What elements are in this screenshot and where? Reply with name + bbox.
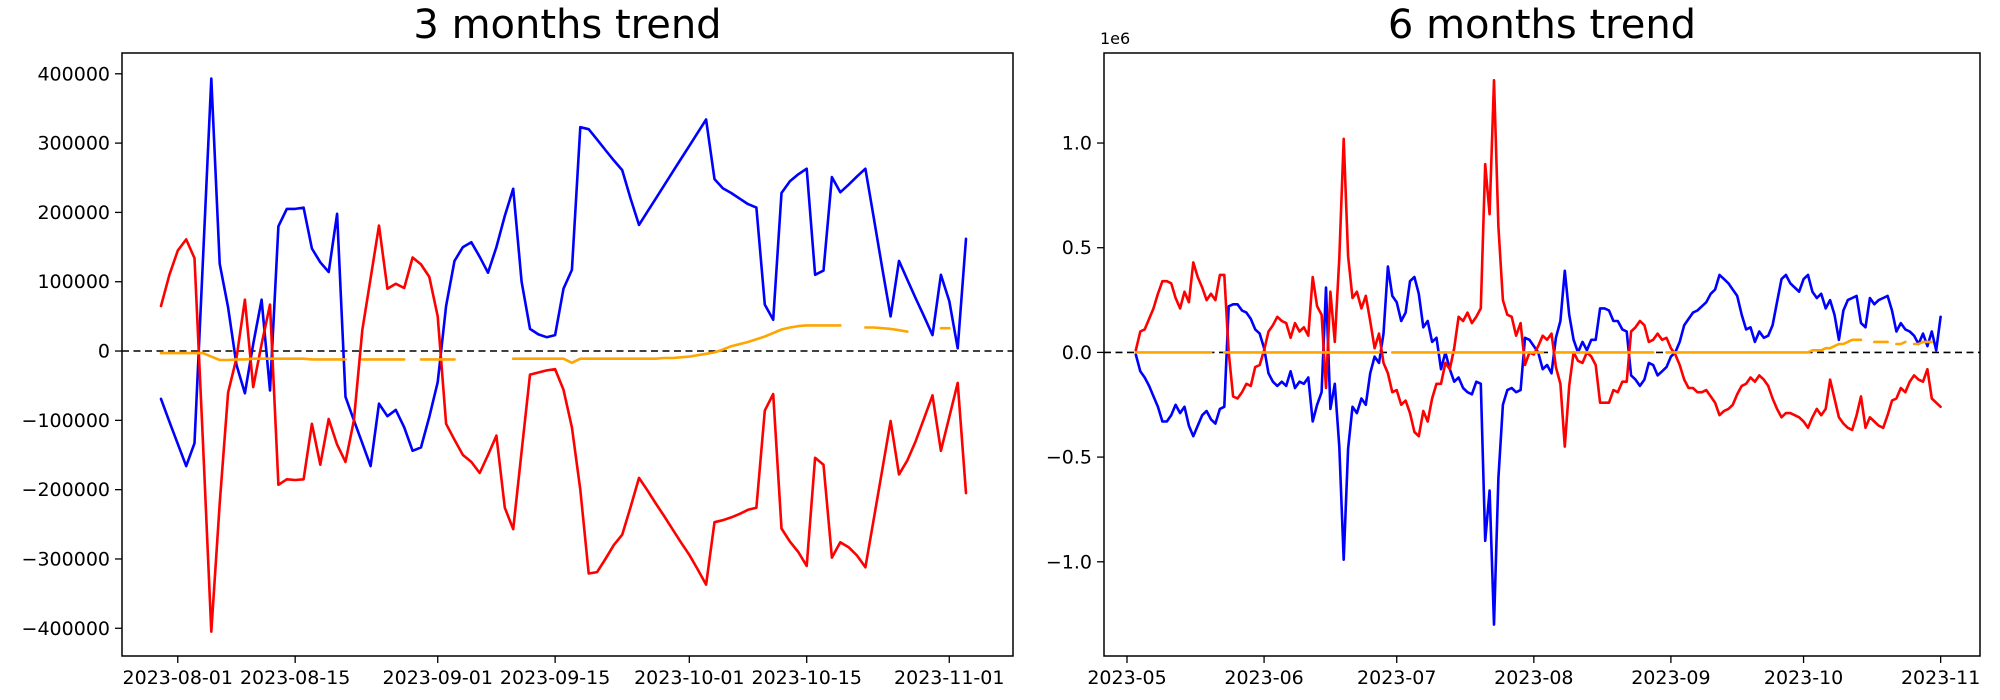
right-orange-line	[1895, 340, 1907, 346]
right-red-line	[1134, 78, 1942, 448]
right-xtick-label: 2023-10	[1764, 667, 1843, 689]
left-xtick-label: 2023-08-01	[123, 667, 233, 689]
left-ytick-label: 200000	[37, 202, 110, 224]
left-xtick-label: 2023-10-15	[751, 667, 861, 689]
right-axis-offset-text: 1e6	[1100, 29, 1130, 48]
plot-left: 2023-08-01 2023-08-15 2023-09-01 2023-09-15…	[22, 52, 1014, 689]
left-xtick-label: 2023-09-01	[383, 667, 493, 689]
left-plot-border	[121, 52, 1014, 657]
plot-right: 2023-05 2023-06 2023-07 2023-08 2023-09 2023-…	[1046, 29, 1981, 689]
left-ytick-label: −200000	[22, 479, 110, 501]
left-chart-title: 3 months trend	[413, 2, 722, 48]
right-ytick-label: 0.0	[1062, 342, 1092, 364]
right-orange-line	[1912, 340, 1934, 346]
right-xtick-label: 2023-05	[1087, 667, 1166, 689]
left-red-line	[159, 224, 968, 634]
left-ytick-label: −100000	[22, 410, 110, 432]
left-ytick-label: −400000	[22, 618, 110, 640]
right-xtick-label: 2023-07	[1357, 667, 1436, 689]
left-ytick-label: 0	[98, 341, 110, 363]
left-ytick-label: 100000	[37, 271, 110, 293]
right-ytick-label: 0.5	[1062, 237, 1092, 259]
left-orange-line	[159, 351, 347, 362]
left-xtick-label: 2023-08-15	[240, 667, 350, 689]
right-orange-line	[1665, 338, 1863, 354]
left-xtick-label: 2023-09-15	[500, 667, 610, 689]
right-ytick-label: 1.0	[1062, 133, 1092, 155]
left-xtick-label: 2023-11-01	[894, 667, 1004, 689]
left-ytick-label: 300000	[37, 133, 110, 155]
right-plot-border	[1103, 52, 1981, 657]
right-xtick-label: 2023-08	[1494, 667, 1573, 689]
left-orange-line	[864, 326, 909, 333]
right-ytick-label: −0.5	[1046, 447, 1092, 469]
right-chart-title: 6 months trend	[1387, 2, 1697, 48]
left-ytick-label: 400000	[37, 63, 110, 85]
right-xtick-label: 2023-11	[1901, 667, 1980, 689]
right-xtick-label: 2023-06	[1224, 667, 1303, 689]
left-xtick-label: 2023-10-01	[634, 667, 744, 689]
left-ytick-label: −300000	[22, 548, 110, 570]
left-orange-line	[511, 324, 842, 365]
right-blue-line	[1134, 265, 1942, 626]
left-blue-line	[159, 77, 968, 468]
right-xtick-label: 2023-09	[1631, 667, 1710, 689]
right-ytick-label: −1.0	[1046, 551, 1092, 573]
